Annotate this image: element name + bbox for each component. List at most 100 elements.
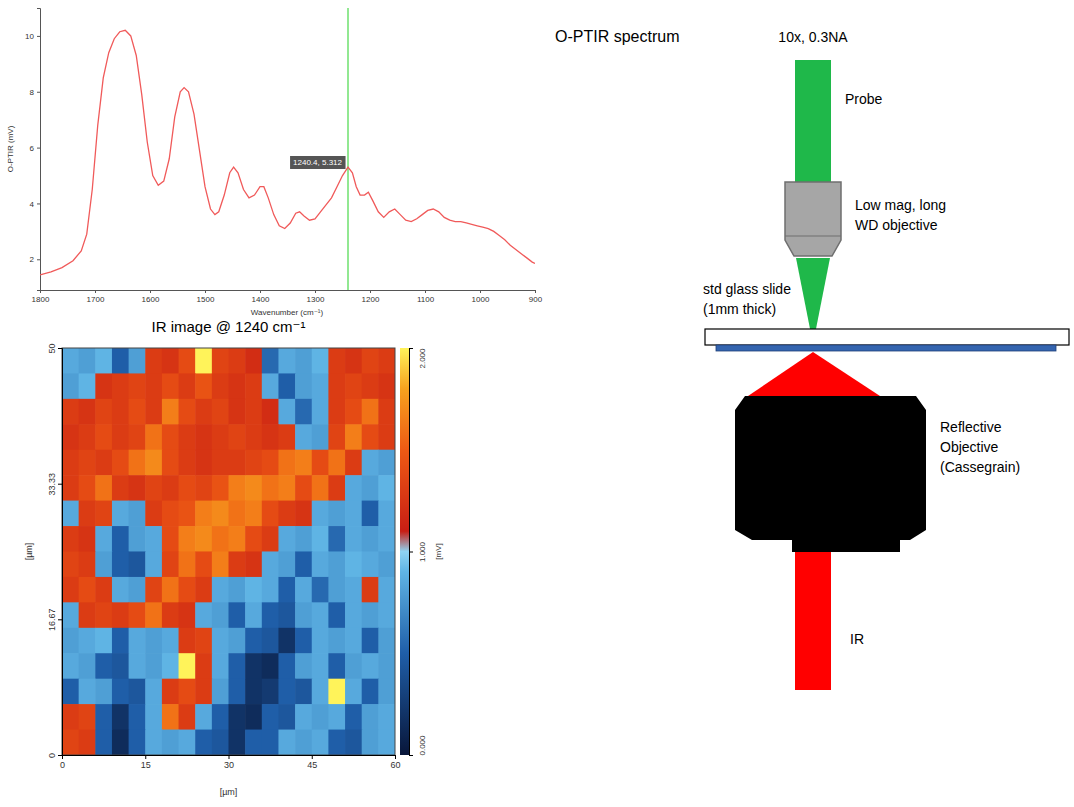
cell — [212, 526, 229, 552]
cell — [129, 679, 146, 705]
cell — [112, 399, 129, 425]
cell — [328, 450, 345, 476]
tick-label: 1800 — [32, 295, 50, 304]
tick-mark — [260, 290, 261, 293]
tick: 0 — [47, 753, 62, 758]
cell — [362, 399, 379, 425]
cell — [79, 348, 96, 374]
cell — [112, 577, 129, 603]
cell — [145, 424, 162, 450]
cell — [129, 348, 146, 374]
tick-label: 900 — [529, 295, 543, 304]
cell — [245, 577, 262, 603]
cell — [245, 551, 262, 577]
cell — [212, 551, 229, 577]
cell — [345, 704, 362, 730]
tick: 45 — [307, 755, 317, 770]
cell — [179, 628, 196, 654]
cell — [62, 399, 79, 425]
diagram-label: Low mag, long — [855, 197, 946, 213]
tick: 2.000 — [409, 348, 427, 369]
cell — [295, 348, 312, 374]
tick-label: 33.33 — [47, 473, 57, 496]
tick-label: 30 — [224, 760, 234, 770]
tick: 30 — [224, 755, 234, 770]
cell — [62, 348, 79, 374]
cell — [95, 577, 112, 603]
cell — [312, 399, 329, 425]
cell — [278, 653, 295, 679]
axis-title: O-PTIR (mV) — [6, 125, 15, 172]
cell — [278, 501, 295, 527]
tick-label: 4 — [30, 200, 35, 209]
cell — [262, 679, 279, 705]
cell — [262, 653, 279, 679]
tick: 4 — [30, 200, 40, 209]
cell — [162, 348, 179, 374]
cell — [129, 577, 146, 603]
cell — [62, 526, 79, 552]
cell — [328, 475, 345, 501]
cell — [179, 399, 196, 425]
cell — [229, 551, 246, 577]
tick-mark — [95, 290, 96, 293]
cell — [378, 730, 395, 755]
cell — [262, 450, 279, 476]
cell — [278, 399, 295, 425]
cell — [229, 373, 246, 399]
cell — [62, 551, 79, 577]
cell — [62, 679, 79, 705]
cell — [79, 602, 96, 628]
tick: 8 — [30, 88, 40, 97]
tick: 1600 — [142, 290, 160, 304]
cell — [262, 373, 279, 399]
glass-slide — [705, 329, 1069, 345]
cell — [212, 450, 229, 476]
cell — [312, 704, 329, 730]
cell — [229, 399, 246, 425]
tick-mark — [205, 290, 206, 293]
cell — [345, 475, 362, 501]
tick: 1700 — [87, 290, 105, 304]
cell — [328, 501, 345, 527]
cell — [212, 348, 229, 374]
cell — [229, 501, 246, 527]
cell — [245, 526, 262, 552]
cell — [79, 653, 96, 679]
cell — [262, 730, 279, 755]
cell — [195, 399, 212, 425]
cell — [278, 373, 295, 399]
cell — [79, 399, 96, 425]
tick: 2 — [30, 255, 40, 264]
cell — [62, 373, 79, 399]
tick: 16.67 — [47, 609, 62, 632]
spectrum-line — [40, 30, 535, 275]
axis-title: [µm] — [24, 543, 34, 561]
cell — [129, 526, 146, 552]
diagram-label: (1mm thick) — [703, 301, 776, 317]
cell — [362, 348, 379, 374]
cell — [162, 653, 179, 679]
tick-label: 2.000 — [418, 348, 427, 369]
cell — [112, 501, 129, 527]
tick-label: 1100 — [417, 295, 435, 304]
tick: 1800 — [32, 290, 50, 304]
cell — [79, 577, 96, 603]
tick-mark — [37, 36, 40, 37]
cell — [345, 577, 362, 603]
cell — [162, 450, 179, 476]
tick-label: 6 — [30, 144, 35, 153]
tick-label: 1200 — [362, 295, 380, 304]
cell — [262, 348, 279, 374]
cell — [362, 730, 379, 755]
cell — [312, 577, 329, 603]
cell — [112, 475, 129, 501]
cell — [162, 628, 179, 654]
cell — [195, 679, 212, 705]
cell — [62, 628, 79, 654]
cell — [362, 475, 379, 501]
cell — [278, 551, 295, 577]
cell — [229, 628, 246, 654]
cell — [145, 399, 162, 425]
tick-mark — [409, 348, 413, 349]
